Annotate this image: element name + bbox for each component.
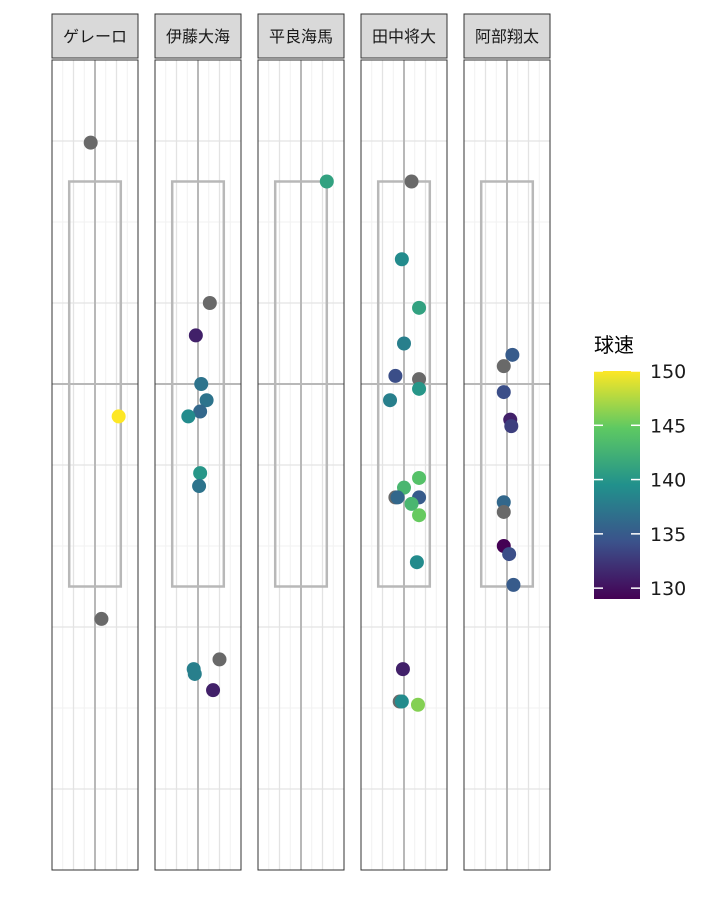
- facet-panel: 阿部翔太: [463, 13, 551, 871]
- panel-border: [51, 59, 139, 871]
- pitch-point: [192, 479, 207, 494]
- pitch-point: [83, 135, 98, 150]
- pitch-point: [188, 328, 203, 343]
- pitch-point: [111, 409, 126, 424]
- facet-strip-label: 田中将大: [372, 27, 436, 46]
- pitch-point: [404, 174, 419, 189]
- pitch-point: [506, 577, 521, 592]
- facet-panel: ゲレーロ: [51, 13, 139, 871]
- pitch-point: [193, 466, 208, 481]
- panel-border: [463, 59, 551, 871]
- facet-panel: 平良海馬: [257, 13, 345, 871]
- pitch-point: [496, 385, 511, 400]
- panel-border: [154, 59, 242, 871]
- facet-strip: [257, 13, 345, 59]
- pitch-point: [412, 300, 427, 315]
- pitch-point: [181, 409, 196, 424]
- pitch-point: [397, 336, 411, 351]
- pitch-point: [412, 381, 427, 396]
- pitch-point: [383, 393, 398, 408]
- legend-colorbar: [594, 371, 640, 599]
- panel-border: [360, 59, 448, 871]
- pitch-point: [496, 359, 511, 374]
- facet-panels: ゲレーロ 伊藤大海 平良海馬 田中将大 阿部翔太: [51, 13, 551, 871]
- pitch-point: [505, 347, 520, 362]
- facet-strip: [154, 13, 242, 59]
- color-legend: 球速 130 135 140 145 150: [594, 333, 686, 600]
- pitch-point: [187, 666, 202, 681]
- facet-panel: 田中将大: [360, 13, 448, 871]
- pitch-point: [194, 377, 209, 391]
- pitch-point: [394, 694, 409, 709]
- pitch-point: [412, 372, 427, 387]
- legend-tick-label: 150: [650, 361, 686, 383]
- facet-strip: [360, 13, 448, 59]
- strike-zone: [170, 180, 226, 588]
- pitch-point: [319, 174, 334, 189]
- legend-tick-label: 140: [650, 470, 686, 492]
- legend-tick-label: 145: [650, 415, 686, 437]
- facet-strip-label: ゲレーロ: [63, 27, 127, 46]
- pitch-point: [496, 504, 511, 519]
- pitch-point: [395, 662, 410, 677]
- pitch-point: [390, 490, 405, 505]
- facet-strip: [463, 13, 551, 59]
- pitch-point: [502, 547, 517, 562]
- pitch-point: [202, 296, 217, 310]
- facet-panel: 伊藤大海: [154, 13, 242, 871]
- strike-zone: [376, 180, 432, 588]
- pitch-point: [94, 611, 109, 626]
- facet-strip-label: 阿部翔太: [475, 27, 539, 46]
- pitch-point: [412, 508, 427, 523]
- legend-title: 球速: [594, 333, 634, 357]
- pitch-point: [212, 652, 227, 667]
- legend-tick-label: 135: [650, 524, 686, 546]
- pitch-point: [409, 555, 424, 570]
- strike-zone: [273, 180, 329, 588]
- pitch-point: [504, 419, 519, 434]
- pitch-point: [193, 404, 208, 419]
- strike-zone: [67, 180, 123, 588]
- facet-strip-label: 平良海馬: [269, 27, 333, 46]
- facet-strip: [51, 13, 139, 59]
- facet-strip-label: 伊藤大海: [166, 27, 230, 46]
- pitch-point: [410, 697, 425, 712]
- legend-tick-label: 130: [650, 578, 686, 600]
- pitch-point: [394, 252, 409, 267]
- pitch-point: [199, 393, 214, 408]
- pitch-point: [206, 683, 221, 698]
- pitch-point: [496, 495, 511, 510]
- pitch-point: [412, 470, 427, 485]
- panel-border: [257, 59, 345, 871]
- pitch-point: [388, 368, 403, 383]
- pitch-point: [404, 496, 419, 511]
